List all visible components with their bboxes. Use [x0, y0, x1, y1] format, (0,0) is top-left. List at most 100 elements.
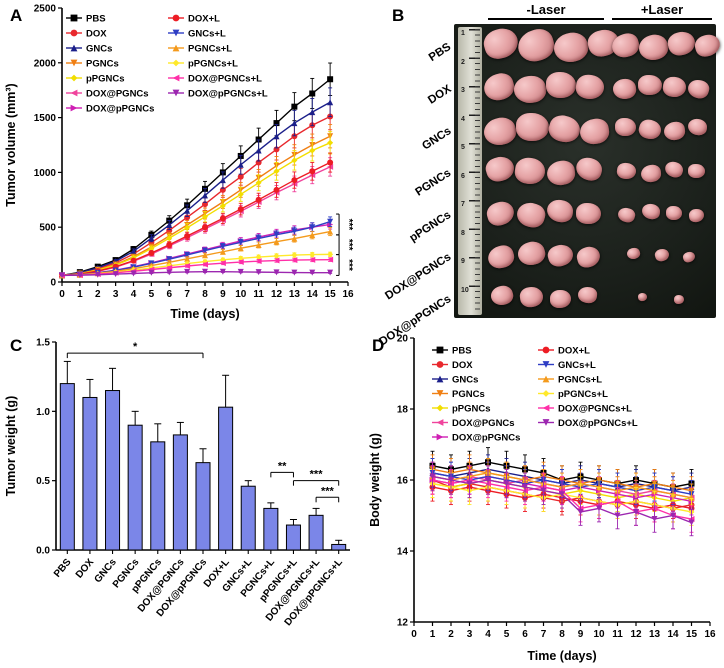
tumor-photo — [636, 116, 664, 142]
svg-text:7: 7 — [184, 289, 190, 300]
tumor-row — [480, 108, 714, 150]
tumor-photo — [480, 113, 520, 149]
svg-text:DOX@PGNCs: DOX@PGNCs — [452, 418, 515, 429]
ruler-number: 1 — [461, 30, 465, 37]
svg-text:3: 3 — [467, 629, 473, 640]
tumor-row — [484, 192, 714, 234]
body-weight-legend: PBS DOX GNCs PGNCs pPGNCs DOX@PGNCs DOX@pPGNCs… — [432, 346, 638, 444]
svg-text:1500: 1500 — [34, 113, 57, 124]
tumor-photo — [688, 164, 706, 178]
svg-text:16: 16 — [397, 476, 409, 487]
svg-text:2500: 2500 — [34, 4, 57, 15]
svg-text:PBS: PBS — [52, 557, 74, 580]
tumor-row — [484, 234, 714, 276]
svg-text:Tumor weight (g): Tumor weight (g) — [4, 396, 18, 496]
svg-text:14: 14 — [397, 547, 409, 558]
svg-text:DOX+L: DOX+L — [188, 14, 220, 25]
minus-laser-group — [482, 153, 605, 187]
svg-text:16: 16 — [704, 629, 716, 640]
tumor-row-label: GNCs — [366, 108, 453, 152]
tumor-row-label: pPGNCs — [366, 192, 454, 244]
plus-laser-group — [612, 159, 710, 183]
ruler: 1 2 3 4 5 6 7 8 9 10 — [458, 27, 482, 315]
svg-text:13: 13 — [289, 289, 301, 300]
svg-text:1.0: 1.0 — [36, 407, 50, 418]
svg-text:20: 20 — [397, 334, 409, 345]
svg-text:GNCs: GNCs — [452, 375, 478, 386]
tumor-volume-series-DOX+L — [59, 152, 334, 279]
ruler-number: 9 — [461, 258, 465, 265]
tumor-photo — [488, 282, 516, 308]
tumor-row-label: PGNCs — [366, 150, 454, 199]
svg-text:16: 16 — [342, 289, 354, 300]
tumor-photo — [687, 207, 705, 223]
svg-text:8: 8 — [202, 289, 208, 300]
tumor-row-label-text: DOX — [426, 83, 454, 107]
tumor-photo — [545, 198, 575, 224]
svg-text:pPGNCs: pPGNCs — [86, 74, 125, 85]
tumor-photo-panel: 1 2 3 4 5 6 7 8 9 10 — [454, 24, 723, 318]
tumor-row-labels: PBS DOX GNCs PGNCs pPGNCs DOX@PGNCs DOX@pPGNCs — [366, 24, 454, 348]
ruler-number: 6 — [461, 172, 465, 180]
ruler-number: 7 — [461, 201, 465, 208]
tumor-photo — [573, 154, 605, 184]
svg-text:0.0: 0.0 — [36, 546, 50, 557]
svg-text:6: 6 — [166, 289, 172, 300]
svg-text:DOX: DOX — [86, 29, 107, 40]
tumor-photo — [640, 202, 661, 220]
tumor-volume-chart: 0 1 2 3 4 5 6 7 8 9 10 11 12 13 14 15 160500100015002000… — [4, 4, 354, 322]
svg-text:GNCs: GNCs — [86, 44, 112, 55]
svg-text:*: * — [133, 341, 138, 353]
tumor-photo — [545, 159, 577, 187]
tumor-photo — [482, 153, 517, 185]
plus-laser-group — [612, 292, 710, 304]
svg-text:12: 12 — [271, 289, 283, 300]
minus-laser-group — [480, 112, 611, 149]
minus-laser-group — [484, 198, 604, 231]
tumor-weight-significance: *** — [292, 469, 340, 486]
svg-text:***: *** — [310, 469, 324, 481]
tumor-photo — [480, 24, 522, 62]
tumor-photo — [514, 25, 558, 65]
svg-text:0: 0 — [59, 289, 65, 300]
tumor-photo — [578, 116, 611, 146]
tumor-weight-significance: * — [66, 341, 204, 359]
tumor-row — [482, 150, 714, 192]
svg-text:***: *** — [343, 239, 354, 251]
svg-text:DOX@pPGNCs: DOX@pPGNCs — [452, 433, 520, 444]
tumor-photo — [612, 77, 638, 101]
svg-text:10: 10 — [593, 629, 605, 640]
svg-text:PBS: PBS — [86, 14, 106, 25]
minus-laser-group — [484, 238, 604, 272]
svg-text:4: 4 — [131, 289, 137, 300]
svg-text:DOX+L: DOX+L — [558, 346, 590, 357]
tumor-photo — [639, 163, 662, 183]
svg-text:12: 12 — [397, 618, 409, 629]
svg-text:9: 9 — [578, 629, 584, 640]
svg-text:0.5: 0.5 — [36, 476, 50, 487]
tumor-photo — [518, 285, 545, 309]
svg-text:5: 5 — [149, 289, 155, 300]
svg-text:Tumor volume (mm³): Tumor volume (mm³) — [4, 83, 18, 206]
tumor-row-label: PBS — [366, 24, 453, 66]
svg-text:10: 10 — [235, 289, 247, 300]
tumor-volume-axes: 0 1 2 3 4 5 6 7 8 9 10 11 12 13 14 15 160500100015002000… — [4, 4, 354, 322]
tumor-photo — [665, 28, 698, 58]
minus-laser-group — [484, 282, 604, 309]
svg-text:0: 0 — [50, 278, 56, 289]
svg-text:DOX@pPGNCs: DOX@pPGNCs — [86, 104, 154, 115]
tumor-volume-significance: *** — [336, 254, 354, 276]
tumor-photo — [550, 28, 592, 66]
tumor-photo — [637, 75, 662, 95]
panel-a-label: A — [10, 6, 23, 25]
tumor-row-label: DOX — [366, 66, 454, 108]
svg-text:GNCs+L: GNCs+L — [188, 29, 226, 40]
tumor-photo — [661, 75, 688, 99]
tumor-photo — [574, 244, 603, 270]
tumor-photo — [615, 161, 637, 181]
tumor-row — [480, 24, 723, 66]
ruler-number: 5 — [461, 144, 465, 151]
tumor-photo — [685, 77, 711, 101]
svg-text:PGNCs: PGNCs — [86, 59, 119, 70]
